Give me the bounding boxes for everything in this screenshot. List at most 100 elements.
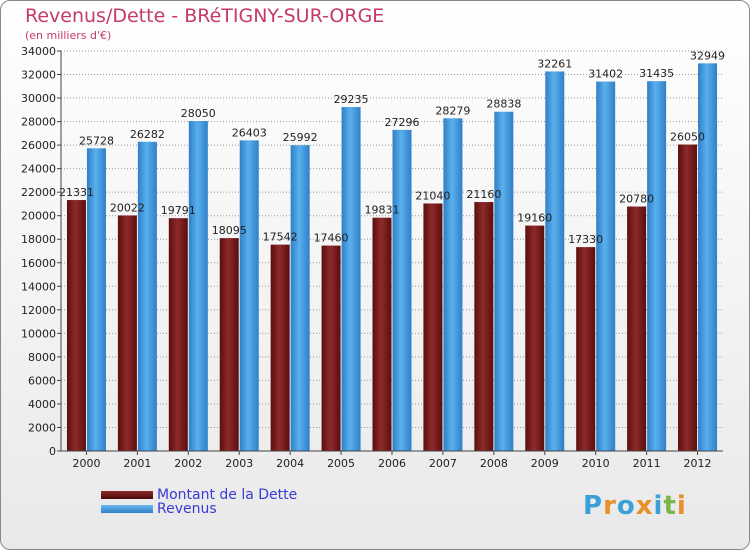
data-label-revenus: 28279	[435, 104, 470, 117]
y-tick-label: 28000	[21, 116, 56, 129]
x-tick-label: 2011	[633, 457, 661, 470]
bar-revenus	[239, 140, 259, 451]
y-tick-label: 20000	[21, 210, 56, 223]
data-label-dette: 19791	[161, 204, 196, 217]
y-tick-label: 8000	[28, 351, 56, 364]
bar-revenus	[188, 121, 208, 451]
bar-revenus	[392, 129, 412, 451]
x-tick-label: 2004	[276, 457, 304, 470]
y-tick-label: 34000	[21, 45, 56, 58]
data-label-dette: 21331	[59, 186, 94, 199]
data-label-dette: 21040	[415, 189, 450, 202]
data-label-revenus: 26282	[130, 128, 165, 141]
bar-revenus	[341, 107, 361, 451]
bar-revenus	[545, 71, 565, 451]
bar-revenus	[86, 148, 106, 452]
data-label-revenus: 29235	[334, 93, 369, 106]
x-tick-label: 2005	[327, 457, 355, 470]
data-label-revenus: 27296	[385, 116, 420, 129]
bar-revenus	[137, 141, 157, 452]
x-tick-label: 2000	[72, 457, 100, 470]
data-label-dette: 26050	[670, 131, 705, 144]
y-tick-label: 26000	[21, 139, 56, 152]
x-tick-label: 2002	[174, 457, 202, 470]
bar-dette	[576, 247, 596, 451]
chart-subtitle: (en milliers d'€)	[25, 29, 112, 42]
legend-swatch-dette	[101, 491, 153, 499]
y-tick-label: 30000	[21, 92, 56, 105]
bar-dette	[525, 225, 545, 451]
x-tick-label: 2001	[123, 457, 151, 470]
data-label-dette: 17460	[314, 232, 349, 245]
bar-revenus	[494, 111, 514, 452]
data-label-dette: 20780	[619, 193, 654, 206]
x-tick-label: 2010	[582, 457, 610, 470]
data-label-dette: 21160	[466, 188, 501, 201]
data-label-revenus: 31435	[639, 67, 674, 80]
y-tick-label: 14000	[21, 280, 56, 293]
y-tick-label: 10000	[21, 327, 56, 340]
y-tick-label: 12000	[21, 304, 56, 317]
x-tick-label: 2009	[531, 457, 559, 470]
bar-dette	[321, 245, 341, 451]
bar-dette	[270, 244, 290, 451]
y-tick-label: 16000	[21, 257, 56, 270]
bar-dette	[474, 202, 494, 451]
chart-title: Revenus/Dette - BRéTIGNY-SUR-ORGE	[25, 5, 385, 27]
y-tick-label: 18000	[21, 233, 56, 246]
data-label-revenus: 25992	[283, 131, 318, 144]
data-label-dette: 19160	[517, 212, 552, 225]
data-label-revenus: 26403	[232, 126, 267, 139]
y-tick-label: 4000	[28, 398, 56, 411]
bar-dette	[168, 218, 188, 451]
legend-item-revenus: Revenus	[101, 501, 217, 517]
legend-item-dette: Montant de la Dette	[101, 487, 297, 503]
bar-revenus	[443, 118, 463, 452]
data-label-revenus: 31402	[588, 68, 623, 81]
bar-dette	[627, 206, 647, 451]
x-tick-label: 2006	[378, 457, 406, 470]
data-label-revenus: 32261	[537, 57, 572, 70]
y-tick-label: 24000	[21, 163, 56, 176]
x-tick-label: 2012	[684, 457, 712, 470]
y-tick-label: 22000	[21, 186, 56, 199]
logo-letter: o	[616, 491, 636, 521]
data-label-revenus: 28050	[181, 107, 216, 120]
bar-dette	[219, 238, 239, 451]
bar-revenus	[290, 145, 310, 451]
data-label-dette: 19831	[365, 204, 400, 217]
x-tick-label: 2003	[225, 457, 253, 470]
bar-revenus	[596, 81, 616, 452]
bar-dette	[117, 215, 137, 451]
bar-revenus	[698, 63, 718, 451]
y-tick-label: 0	[49, 445, 56, 458]
bar-dette	[372, 217, 392, 451]
bar-dette	[66, 200, 86, 451]
bar-dette	[423, 203, 443, 451]
legend-swatch-revenus	[101, 505, 153, 513]
data-label-dette: 18095	[212, 224, 247, 237]
legend-label-revenus: Revenus	[157, 501, 217, 517]
y-tick-label: 32000	[21, 69, 56, 82]
x-tick-label: 2008	[480, 457, 508, 470]
bar-revenus	[647, 81, 667, 452]
logo-letter: i	[653, 491, 664, 521]
bar-dette	[678, 144, 698, 451]
logo-letter: r	[603, 491, 617, 521]
x-tick-label: 2007	[429, 457, 457, 470]
logo-letter: i	[676, 491, 687, 521]
logo-letter: P	[583, 491, 604, 521]
data-label-revenus: 25728	[79, 134, 114, 147]
y-tick-label: 2000	[28, 421, 56, 434]
data-label-dette: 17542	[263, 231, 298, 244]
y-tick-label: 6000	[28, 374, 56, 387]
legend-label-dette: Montant de la Dette	[157, 487, 298, 503]
data-label-dette: 17330	[568, 233, 603, 246]
data-label-revenus: 32949	[690, 49, 725, 62]
logo-letter: x	[635, 491, 654, 521]
logo-letter: t	[663, 491, 677, 521]
data-label-revenus: 28838	[486, 98, 521, 111]
data-label-dette: 20022	[110, 201, 145, 214]
